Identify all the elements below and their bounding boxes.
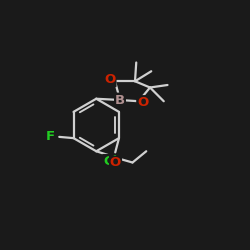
Text: B: B — [115, 94, 125, 106]
Text: F: F — [46, 130, 55, 143]
Text: Cl: Cl — [103, 155, 117, 168]
Text: O: O — [110, 156, 121, 170]
Text: O: O — [104, 73, 116, 86]
Text: O: O — [137, 96, 148, 109]
